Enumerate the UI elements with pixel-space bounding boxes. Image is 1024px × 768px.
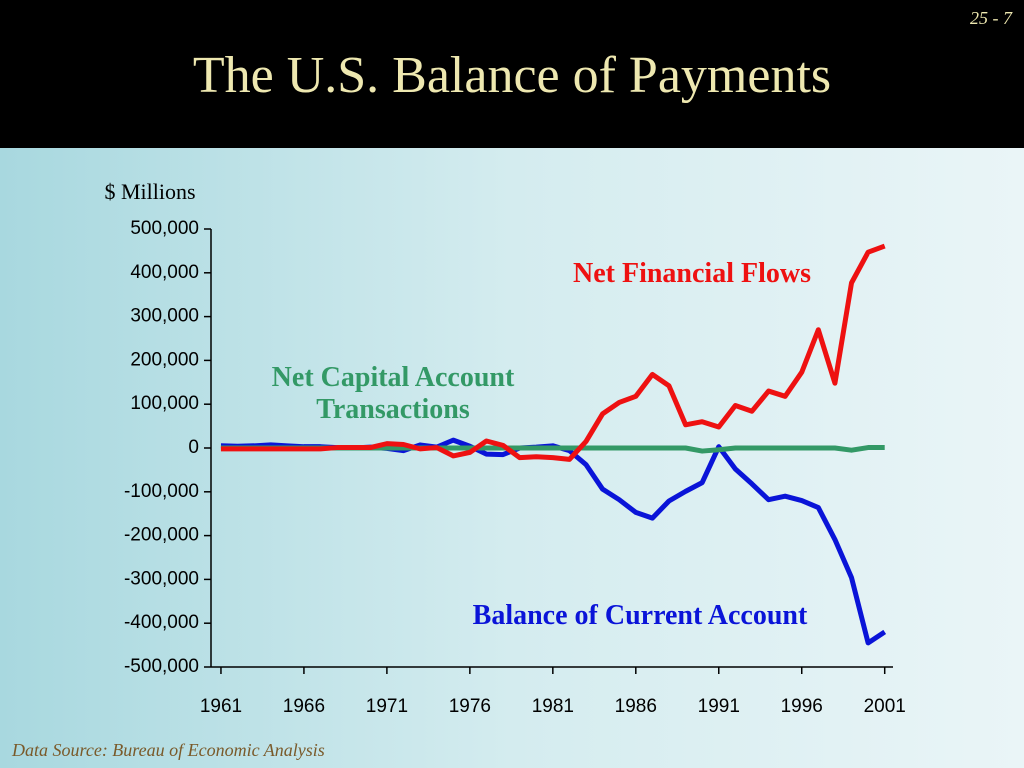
x-tick-label: 1971 — [366, 696, 408, 717]
slide-number: 25 - 7 — [970, 8, 1012, 28]
y-tick-label: 300,000 — [130, 306, 199, 327]
y-tick-label: 200,000 — [130, 349, 199, 370]
series-label: Balance of Current Account — [472, 600, 808, 631]
slide-title: The U.S. Balance of Payments — [192, 47, 832, 104]
x-tick-label: 2001 — [864, 696, 906, 717]
y-tick-label: -200,000 — [124, 525, 199, 546]
x-tick-label: 1966 — [283, 696, 325, 717]
y-tick-label: 100,000 — [130, 393, 199, 414]
chart: $ Millions -500,000 -400,000 -300,000 -200,… — [104, 179, 906, 717]
x-tick-label: 1961 — [200, 696, 242, 717]
header-bar — [0, 0, 1024, 148]
y-tick-label: -100,000 — [124, 481, 199, 502]
source-note: Data Source: Bureau of Economic Analysis — [12, 740, 325, 760]
x-tick-label: 1996 — [781, 696, 823, 717]
y-tick-label: -400,000 — [124, 612, 199, 633]
y-tick-label: -300,000 — [124, 568, 199, 589]
y-tick-label: 500,000 — [130, 218, 199, 239]
x-tick-label: 1986 — [615, 696, 657, 717]
series-label: Net Financial Flows — [573, 258, 811, 289]
x-tick-label: 1976 — [449, 696, 491, 717]
series-label: Net Capital Account Transactions — [271, 362, 515, 425]
y-tick-label: 400,000 — [130, 262, 199, 283]
x-tick-label: 1981 — [532, 696, 574, 717]
series-line — [220, 243, 886, 462]
y-axis-label: $ Millions — [104, 179, 195, 204]
y-tick-label: 0 — [188, 437, 199, 458]
x-tick-label: 1991 — [698, 696, 740, 717]
y-tick-label: -500,000 — [124, 656, 199, 677]
